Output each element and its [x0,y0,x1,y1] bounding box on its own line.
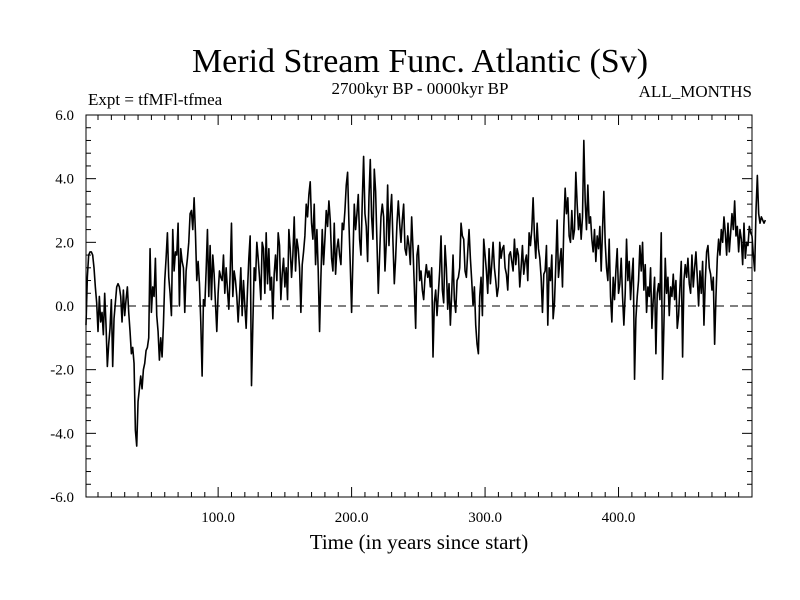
y-tick-label: 6.0 [55,108,74,124]
x-axis-label: Time (in years since start) [310,530,529,554]
y-minor-ticks [86,127,752,485]
y-axis-ticks: -6.0 -4.0 -2.0 0.0 2.0 4.0 6.0 [50,108,752,506]
y-tick-label: -2.0 [50,363,74,379]
y-tick-label: 4.0 [55,172,74,188]
x-tick-label: 200.0 [335,510,369,526]
y-tick-label: 2.0 [55,235,74,251]
x-tick-label: 400.0 [602,510,636,526]
x-tick-label: 300.0 [468,510,502,526]
x-minor-ticks [97,115,740,497]
y-tick-label: -6.0 [50,490,74,506]
months-label: ALL_MONTHS [639,82,752,101]
experiment-label: Expt = tfMFl-tfmea [88,90,223,109]
y-tick-label: -4.0 [50,426,74,442]
series-line [85,139,767,447]
x-axis-ticks: 100.0 200.0 300.0 400.0 [201,115,635,526]
y-tick-label: 0.0 [55,299,74,315]
x-tick-label: 100.0 [201,510,235,526]
chart-title: Merid Stream Func. Atlantic (Sv) [192,43,648,80]
time-range-label: 2700kyr BP - 0000kyr BP [332,79,509,98]
